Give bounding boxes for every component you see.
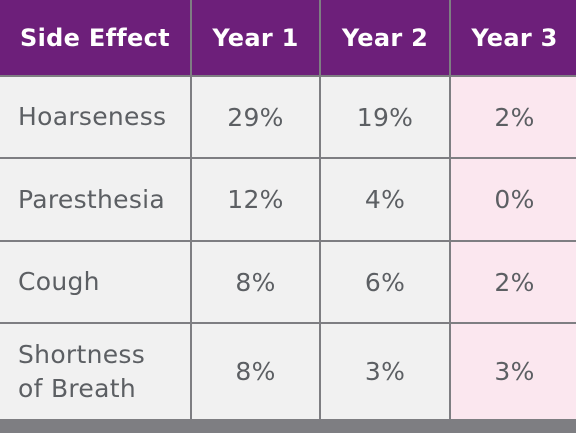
label-line-2: of Breath [18, 373, 136, 403]
cell-paresthesia-year-1: 12% [192, 159, 319, 240]
cell-cough-year-2: 6% [321, 242, 449, 322]
header-side-effect: Side Effect [0, 0, 190, 75]
cell-paresthesia-year-3: 0% [451, 159, 576, 240]
cell-shortness-of-breath-year-3: 3% [451, 324, 576, 419]
row-label-paresthesia: Paresthesia [0, 159, 190, 240]
cell-paresthesia-year-2: 4% [321, 159, 449, 240]
cell-cough-year-3: 2% [451, 242, 576, 322]
row-label-text: Shortness of Breath [18, 338, 145, 406]
header-year-3: Year 3 [451, 0, 576, 75]
label-line-1: Shortness [18, 339, 146, 369]
header-year-2: Year 2 [321, 0, 449, 75]
cell-hoarseness-year-3: 2% [451, 77, 576, 157]
cell-shortness-of-breath-year-2: 3% [321, 324, 449, 419]
cell-hoarseness-year-1: 29% [192, 77, 319, 157]
cell-cough-year-1: 8% [192, 242, 319, 322]
cell-shortness-of-breath-year-1: 8% [192, 324, 319, 419]
row-label-hoarseness: Hoarseness [0, 77, 190, 157]
header-year-1: Year 1 [192, 0, 319, 75]
row-label-cough: Cough [0, 242, 190, 322]
cell-hoarseness-year-2: 19% [321, 77, 449, 157]
row-label-shortness-of-breath: Shortness of Breath [0, 324, 190, 419]
